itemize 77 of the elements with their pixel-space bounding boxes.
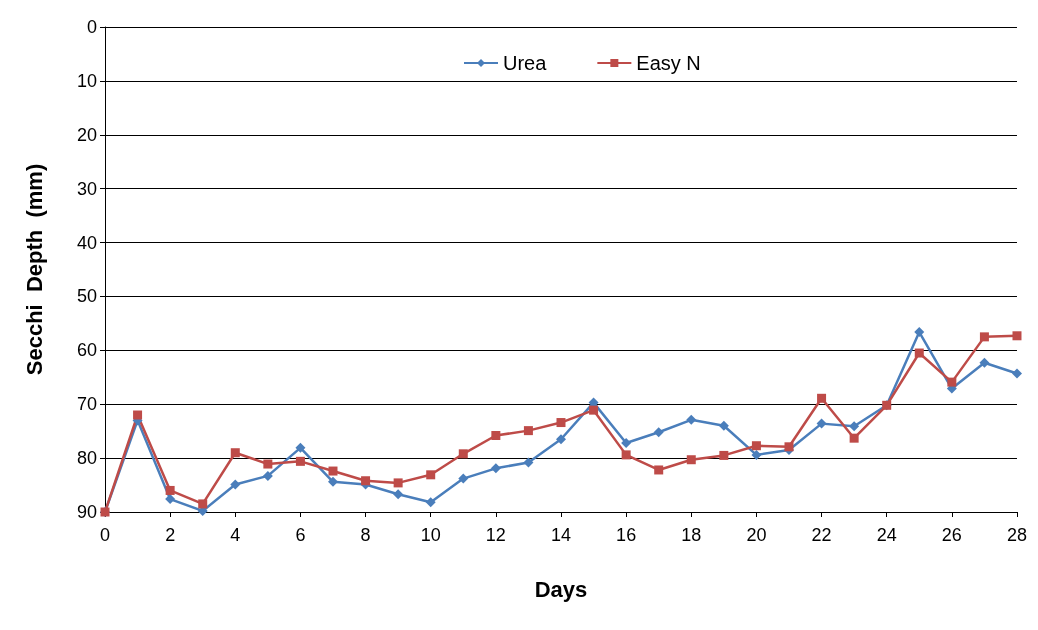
legend-label: Urea [503,52,548,74]
x-tick-label: 20 [746,525,767,545]
point [751,441,761,451]
point [719,450,729,460]
point [425,497,436,508]
x-tick-label: 4 [230,525,241,545]
x-tick-label: 18 [681,525,702,545]
point [816,418,827,429]
point [849,433,859,443]
point [295,442,306,453]
point [490,463,501,474]
point [393,489,404,500]
point [718,420,729,431]
point [654,465,664,475]
point [523,426,533,436]
point [817,393,827,403]
point [165,485,175,495]
point [784,442,794,452]
y-tick-label: 90 [76,502,97,522]
x-tick-label: 12 [485,525,506,545]
point [751,449,762,460]
y-tick-label: 60 [76,340,97,361]
point [979,357,990,368]
y-tick-label: 50 [76,286,97,307]
x-tick-label: 22 [811,525,832,545]
x-tick-label: 10 [420,525,441,545]
point [393,478,403,488]
y-tick-label: 40 [76,232,97,253]
point [328,466,338,476]
point [198,499,208,509]
point [914,327,925,338]
y-tick-label: 10 [76,70,97,91]
legend-label: Easy N [636,52,701,74]
x-tick-label: 24 [876,525,897,545]
point [1011,368,1022,379]
x-tick-label: 14 [550,525,572,545]
x-axis-title: Days [534,576,588,602]
point [1012,331,1022,341]
point [653,427,664,438]
y-tick-label: 20 [76,124,97,145]
point [686,455,696,465]
x-tick-label: 8 [360,525,371,545]
point [914,348,924,358]
point [621,450,631,460]
point [458,449,468,459]
point [165,494,176,505]
x-tick-label: 0 [99,525,111,545]
y-tick-label: 30 [76,178,97,199]
x-tick-label: 16 [616,525,637,545]
x-tick-label: 6 [295,525,306,545]
point [230,448,240,458]
point [262,470,273,481]
point [556,418,566,428]
x-tick-label: 26 [941,525,962,545]
x-tick-label: 2 [165,525,176,545]
point [491,430,501,440]
point [361,476,371,486]
point [686,414,697,425]
point [589,405,599,415]
point [426,470,436,480]
point [263,459,273,469]
point [133,410,143,420]
point [230,479,241,490]
y-axis-title: Secchi Depth (mm) [21,163,47,376]
point [621,438,632,449]
point [849,421,860,432]
point [947,377,957,387]
y-tick-label: 0 [86,17,97,37]
point [523,457,534,468]
point [555,434,566,445]
x-tick-label: 28 [1006,525,1027,545]
point [328,476,338,487]
point [979,332,989,342]
point [295,456,305,466]
y-tick-label: 70 [76,394,97,415]
point [458,473,469,484]
y-tick-label: 80 [76,448,97,469]
